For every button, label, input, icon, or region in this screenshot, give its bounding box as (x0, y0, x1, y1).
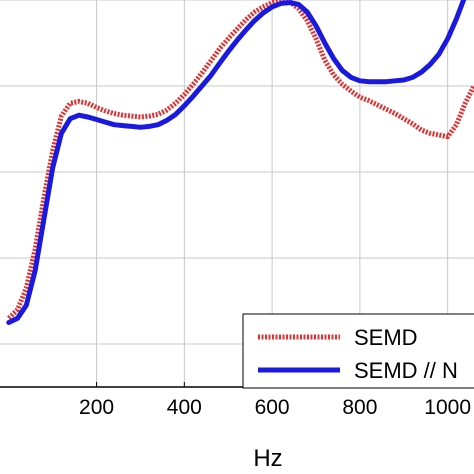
series-layer (6, 0, 474, 325)
series-line-0 (7, 0, 474, 320)
x-tick-label: 800 (342, 396, 377, 419)
legend: SEMD SEMD // N (242, 313, 474, 389)
x-tick-label: 600 (255, 396, 290, 419)
legend-box (242, 313, 474, 389)
x-tick-label: 400 (167, 396, 202, 419)
x-tick-labels: 200 400 600 800 1000 (79, 396, 471, 419)
series-line-1 (6, 0, 467, 325)
legend-label-semd-n: SEMD // N (354, 358, 458, 383)
x-tick-label: 200 (79, 396, 114, 419)
legend-label-semd: SEMD (354, 325, 418, 350)
x-tick-label: 1000 (424, 396, 471, 419)
x-axis-label: Hz (253, 445, 282, 472)
